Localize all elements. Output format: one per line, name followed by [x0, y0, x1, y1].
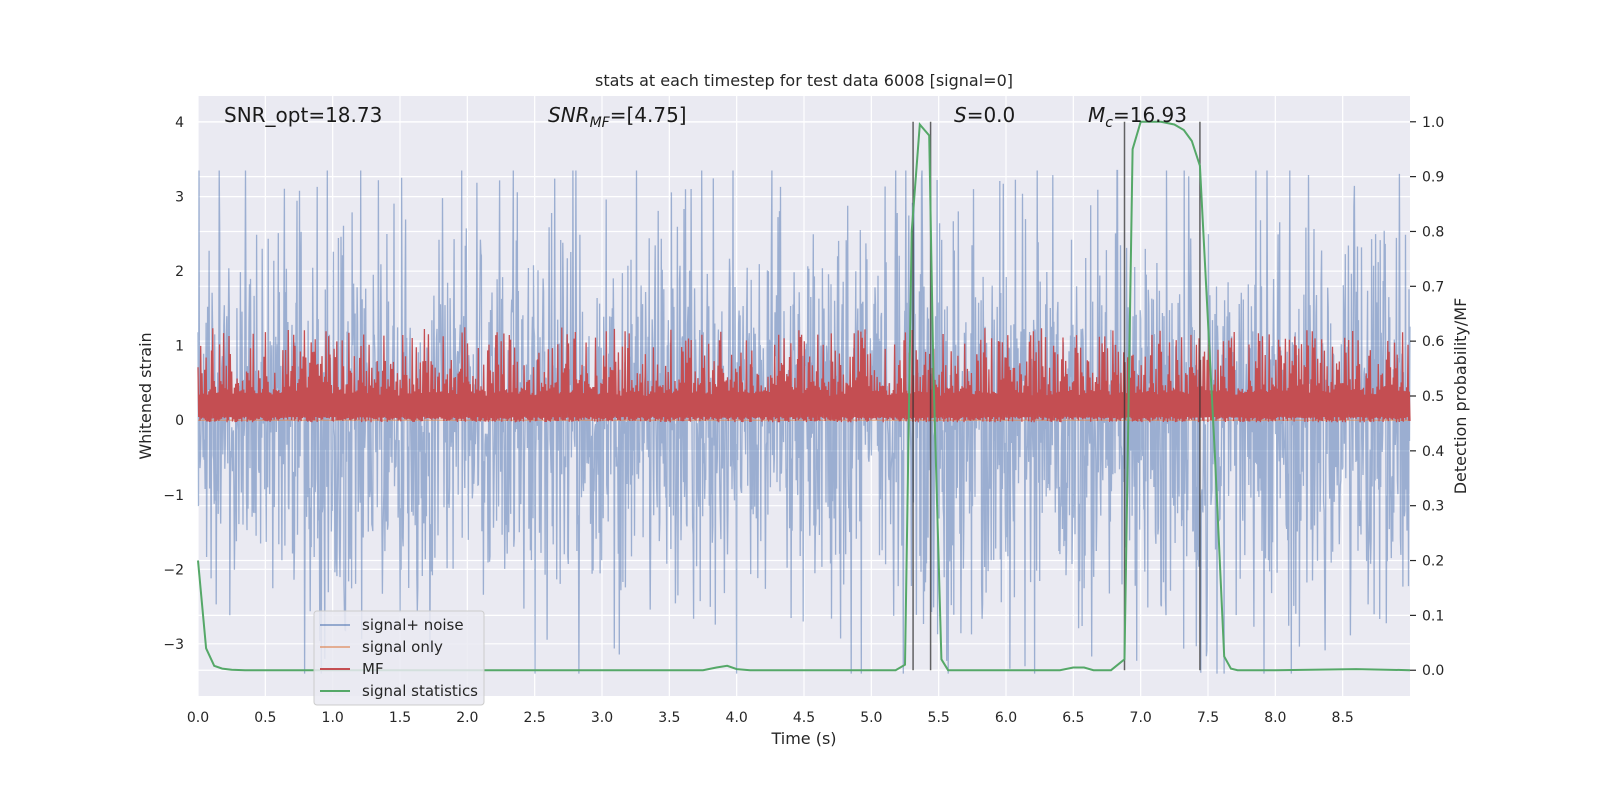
- y-right-tick-label: 0.3: [1422, 499, 1444, 515]
- y-right-tick-label: 0.4: [1422, 444, 1444, 460]
- y-right-tick-label: 0.6: [1422, 334, 1444, 350]
- series-signal-statistics: [197, 120, 1411, 672]
- annotation-s-val: S=0.0: [954, 103, 1015, 127]
- x-tick-label: 7.0: [1130, 710, 1152, 726]
- x-tick-label: 1.5: [389, 710, 411, 726]
- y-right-axis-ticks: 0.0 0.1 0.2 0.3 0.4 0.5 0.6 0.7 0.8 0.9 1.0: [1410, 115, 1444, 679]
- x-axis-ticks: 0.0 0.5 1.0 1.5 2.0 2.5 3.0 3.5 4.0 4.5 5.0 5.5 6.0 6…: [187, 710, 1354, 726]
- y-right-tick-label: 1.0: [1422, 115, 1444, 131]
- y-left-axis-label: Whitened strain: [136, 332, 155, 459]
- y-left-tick-label: 0: [175, 413, 184, 429]
- y-right-axis-label: Detection probability/MF: [1451, 298, 1470, 495]
- annotation-snr-opt: SNR_opt=18.73: [224, 103, 382, 127]
- legend-label: MF: [362, 660, 384, 678]
- x-tick-label: 2.0: [456, 710, 478, 726]
- y-right-tick-label: 0.5: [1422, 389, 1444, 405]
- x-tick-label: 3.0: [591, 710, 613, 726]
- y-left-tick-label: −1: [163, 488, 184, 504]
- x-tick-label: 4.0: [726, 710, 748, 726]
- y-left-tick-label: 2: [175, 264, 184, 280]
- annotations: SNR_opt=18.73 SNRMF=[4.75] S=0.0 Mc=16.93: [224, 103, 1187, 131]
- x-tick-label: 8.0: [1264, 710, 1286, 726]
- y-right-tick-label: 0.9: [1422, 170, 1444, 186]
- x-tick-label: 4.5: [793, 710, 815, 726]
- legend-label: signal statistics: [362, 682, 478, 700]
- legend: signal+ noise signal only MF signal statist…: [313, 610, 485, 706]
- y-right-tick-label: 0.8: [1422, 224, 1444, 240]
- y-left-tick-label: 4: [175, 115, 184, 131]
- y-right-tick-label: 0.2: [1422, 554, 1444, 570]
- x-tick-label: 6.0: [995, 710, 1017, 726]
- x-axis-label: Time (s): [770, 729, 836, 748]
- legend-label: signal only: [362, 638, 443, 656]
- x-tick-label: 3.5: [658, 710, 680, 726]
- x-tick-label: 0.5: [254, 710, 276, 726]
- y-left-tick-label: −3: [163, 637, 184, 653]
- y-left-tick-label: 3: [175, 190, 184, 206]
- legend-label: signal+ noise: [362, 616, 464, 634]
- y-right-tick-label: 0.1: [1422, 608, 1444, 624]
- annotation-mc-val: Mc=16.93: [1088, 103, 1187, 131]
- y-right-tick-label: 0.0: [1422, 663, 1444, 679]
- x-tick-label: 6.5: [1062, 710, 1084, 726]
- x-tick-label: 5.0: [860, 710, 882, 726]
- x-tick-label: 2.5: [524, 710, 546, 726]
- chart-title: stats at each timestep for test data 600…: [595, 71, 1013, 90]
- x-tick-label: 8.5: [1332, 710, 1354, 726]
- x-tick-label: 7.5: [1197, 710, 1219, 726]
- signal-statistics-trace: [197, 120, 1411, 672]
- legend-box: [313, 610, 485, 706]
- annotation-snr-mf: SNRMF=[4.75]: [548, 103, 687, 131]
- y-left-tick-label: −2: [163, 562, 184, 578]
- x-tick-label: 0.0: [187, 710, 209, 726]
- y-left-tick-label: 1: [175, 339, 184, 355]
- mf-trace: [197, 327, 1411, 423]
- series-mf: [197, 327, 1411, 423]
- y-left-axis-ticks: −3 −2 −1 0 1 2 3 4: [163, 115, 184, 653]
- x-tick-label: 1.0: [322, 710, 344, 726]
- y-right-tick-label: 0.7: [1422, 279, 1444, 295]
- x-tick-label: 5.5: [928, 710, 950, 726]
